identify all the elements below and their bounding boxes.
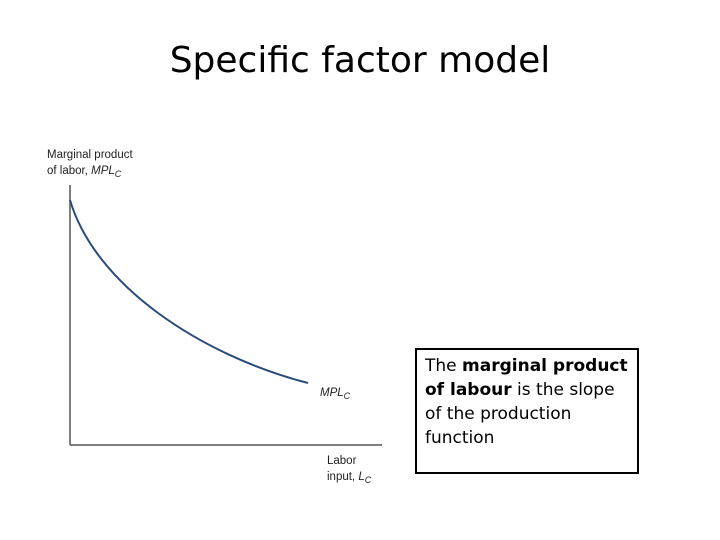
x-axis-label: input, LC: [327, 471, 372, 485]
y-axis-label: Marginal product: [47, 149, 133, 161]
label-text: of labor,: [47, 165, 91, 177]
label-subscript: C: [365, 475, 372, 485]
x-axis-label: Labor: [327, 455, 357, 467]
label-subscript: C: [344, 391, 351, 401]
label-variable: L: [358, 471, 364, 483]
label-variable: MPL: [320, 387, 344, 399]
label-variable: MPL: [91, 165, 115, 177]
note-text: The: [425, 356, 463, 376]
curve-label: MPLC: [320, 387, 351, 401]
mpl-curve: [69, 199, 309, 384]
note-box: The marginal product of labour is the sl…: [415, 348, 639, 474]
label-subscript: C: [115, 169, 122, 179]
note-bold: marginal product of labour: [425, 356, 628, 400]
label-text: input,: [327, 471, 358, 483]
y-axis-label: of labor, MPLC: [47, 165, 122, 179]
slide-title: Specific factor model: [169, 40, 551, 81]
note-text: is the slope of the production function: [425, 380, 615, 448]
